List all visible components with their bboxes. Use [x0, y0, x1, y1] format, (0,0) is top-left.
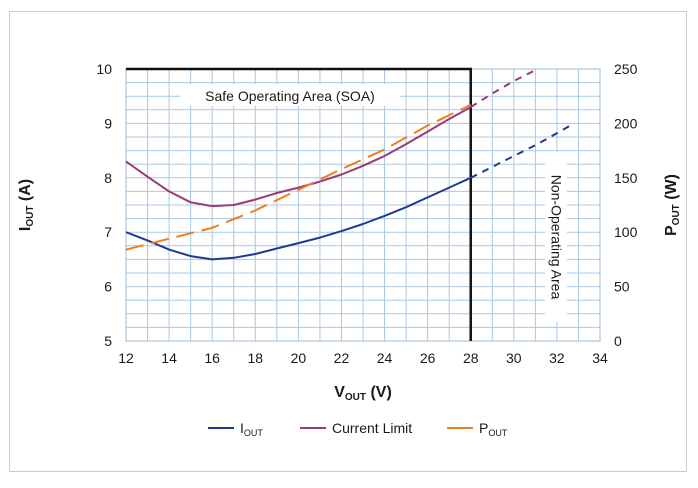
y-right-tick-label: 100 [614, 224, 638, 240]
annotations: Safe Operating Area (SOA) Non-Operating … [180, 84, 567, 322]
grid [125, 68, 601, 342]
y-right-tick-label: 200 [614, 115, 638, 131]
outer-border [9, 11, 687, 472]
x-tick-label: 18 [247, 350, 263, 366]
soa-boundary [126, 67, 472, 341]
series-line-iout [125, 176, 472, 261]
x-tick-label: 28 [463, 350, 479, 366]
x-tick-label: 32 [549, 350, 565, 366]
y-right-tick-label: 0 [614, 333, 622, 349]
x-tick-label: 16 [204, 350, 220, 366]
series-line-pout [125, 103, 472, 251]
safe-area-label: Safe Operating Area (SOA) [205, 88, 375, 104]
non-operating-label-bg [545, 152, 567, 322]
y-left-tick-label: 7 [104, 224, 112, 240]
x-axis-title: VOUT (V) [334, 384, 392, 403]
x-tick-label: 22 [334, 350, 350, 366]
tick-labels: 12 14 16 18 20 22 24 26 28 30 32 345678910050100150… [96, 61, 637, 366]
legend: IOUT Current Limit POUT [208, 420, 508, 438]
safe-area-label-bg [180, 84, 400, 106]
y-left-axis-title: IOUT (A) [17, 179, 36, 231]
y-right-tick-label: 250 [614, 61, 638, 77]
y-left-tick-label: 8 [104, 170, 112, 186]
x-tick-label: 24 [377, 350, 393, 366]
y-left-tick-label: 9 [104, 115, 112, 131]
y-right-axis-title: POUT (W) [663, 174, 682, 236]
x-tick-label: 20 [291, 350, 307, 366]
x-tick-label: 14 [161, 350, 177, 366]
non-operating-label: Non-Operating Area [548, 175, 564, 300]
legend-label-iout: IOUT [240, 420, 263, 438]
y-left-tick-label: 5 [104, 333, 112, 349]
x-tick-label: 26 [420, 350, 436, 366]
y-left-tick-label: 10 [96, 61, 112, 77]
x-tick-label: 12 [118, 350, 134, 366]
series-lines [125, 67, 575, 341]
y-right-tick-label: 150 [614, 170, 638, 186]
legend-label-pout: POUT [479, 420, 508, 438]
x-tick-label: 30 [506, 350, 522, 366]
series-extension-climit [470, 69, 536, 108]
series-line-climit [125, 106, 472, 208]
x-tick-label: 34 [592, 350, 608, 366]
y-left-tick-label: 6 [104, 279, 112, 295]
legend-label-current-limit: Current Limit [332, 420, 412, 436]
y-right-tick-label: 50 [614, 279, 630, 295]
